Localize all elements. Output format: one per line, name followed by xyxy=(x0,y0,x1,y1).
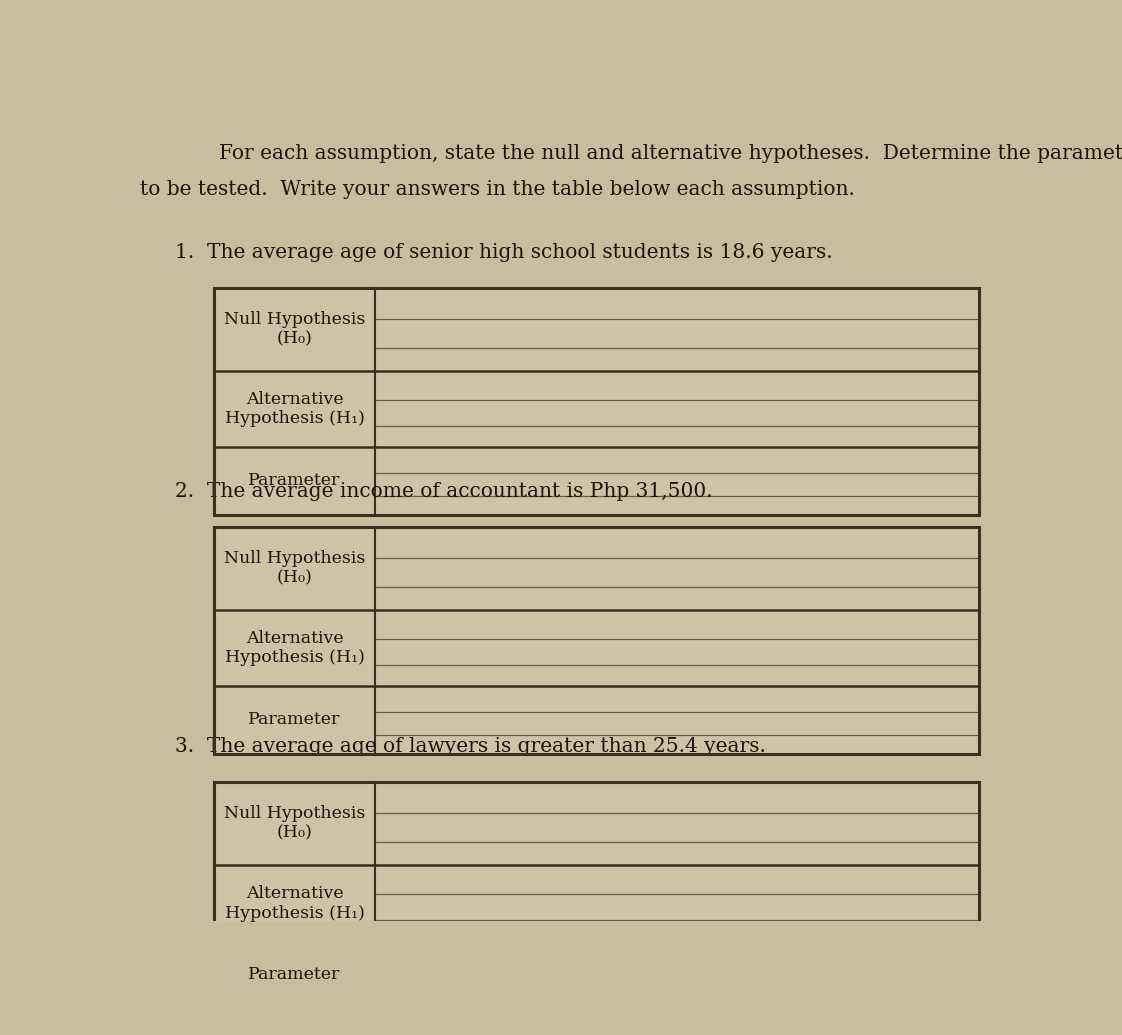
Text: For each assumption, state the null and alternative hypotheses.  Determine the p: For each assumption, state the null and … xyxy=(219,144,1122,164)
Bar xyxy=(214,527,980,753)
Text: 1.  The average age of senior high school students is 18.6 years.: 1. The average age of senior high school… xyxy=(175,243,833,262)
Text: 3.  The average age of lawyers is greater than 25.4 years.: 3. The average age of lawyers is greater… xyxy=(175,737,766,757)
Bar xyxy=(214,527,980,753)
Text: Alternative
Hypothesis (H₁): Alternative Hypothesis (H₁) xyxy=(224,391,365,427)
Text: Alternative
Hypothesis (H₁): Alternative Hypothesis (H₁) xyxy=(224,885,365,921)
Text: Parameter: Parameter xyxy=(248,711,341,729)
Text: Parameter: Parameter xyxy=(248,967,341,983)
Text: Null Hypothesis
(H₀): Null Hypothesis (H₀) xyxy=(224,312,366,348)
Text: Alternative
Hypothesis (H₁): Alternative Hypothesis (H₁) xyxy=(224,630,365,667)
Bar xyxy=(214,288,980,514)
Bar xyxy=(214,288,980,514)
Text: Null Hypothesis
(H₀): Null Hypothesis (H₀) xyxy=(224,805,366,841)
Bar xyxy=(214,781,980,1009)
Text: to be tested.  Write your answers in the table below each assumption.: to be tested. Write your answers in the … xyxy=(140,180,855,199)
Text: Parameter: Parameter xyxy=(248,472,341,490)
Text: Null Hypothesis
(H₀): Null Hypothesis (H₀) xyxy=(224,551,366,587)
Bar xyxy=(214,781,980,1009)
Text: 2.  The average income of accountant is Php 31,500.: 2. The average income of accountant is P… xyxy=(175,482,712,501)
